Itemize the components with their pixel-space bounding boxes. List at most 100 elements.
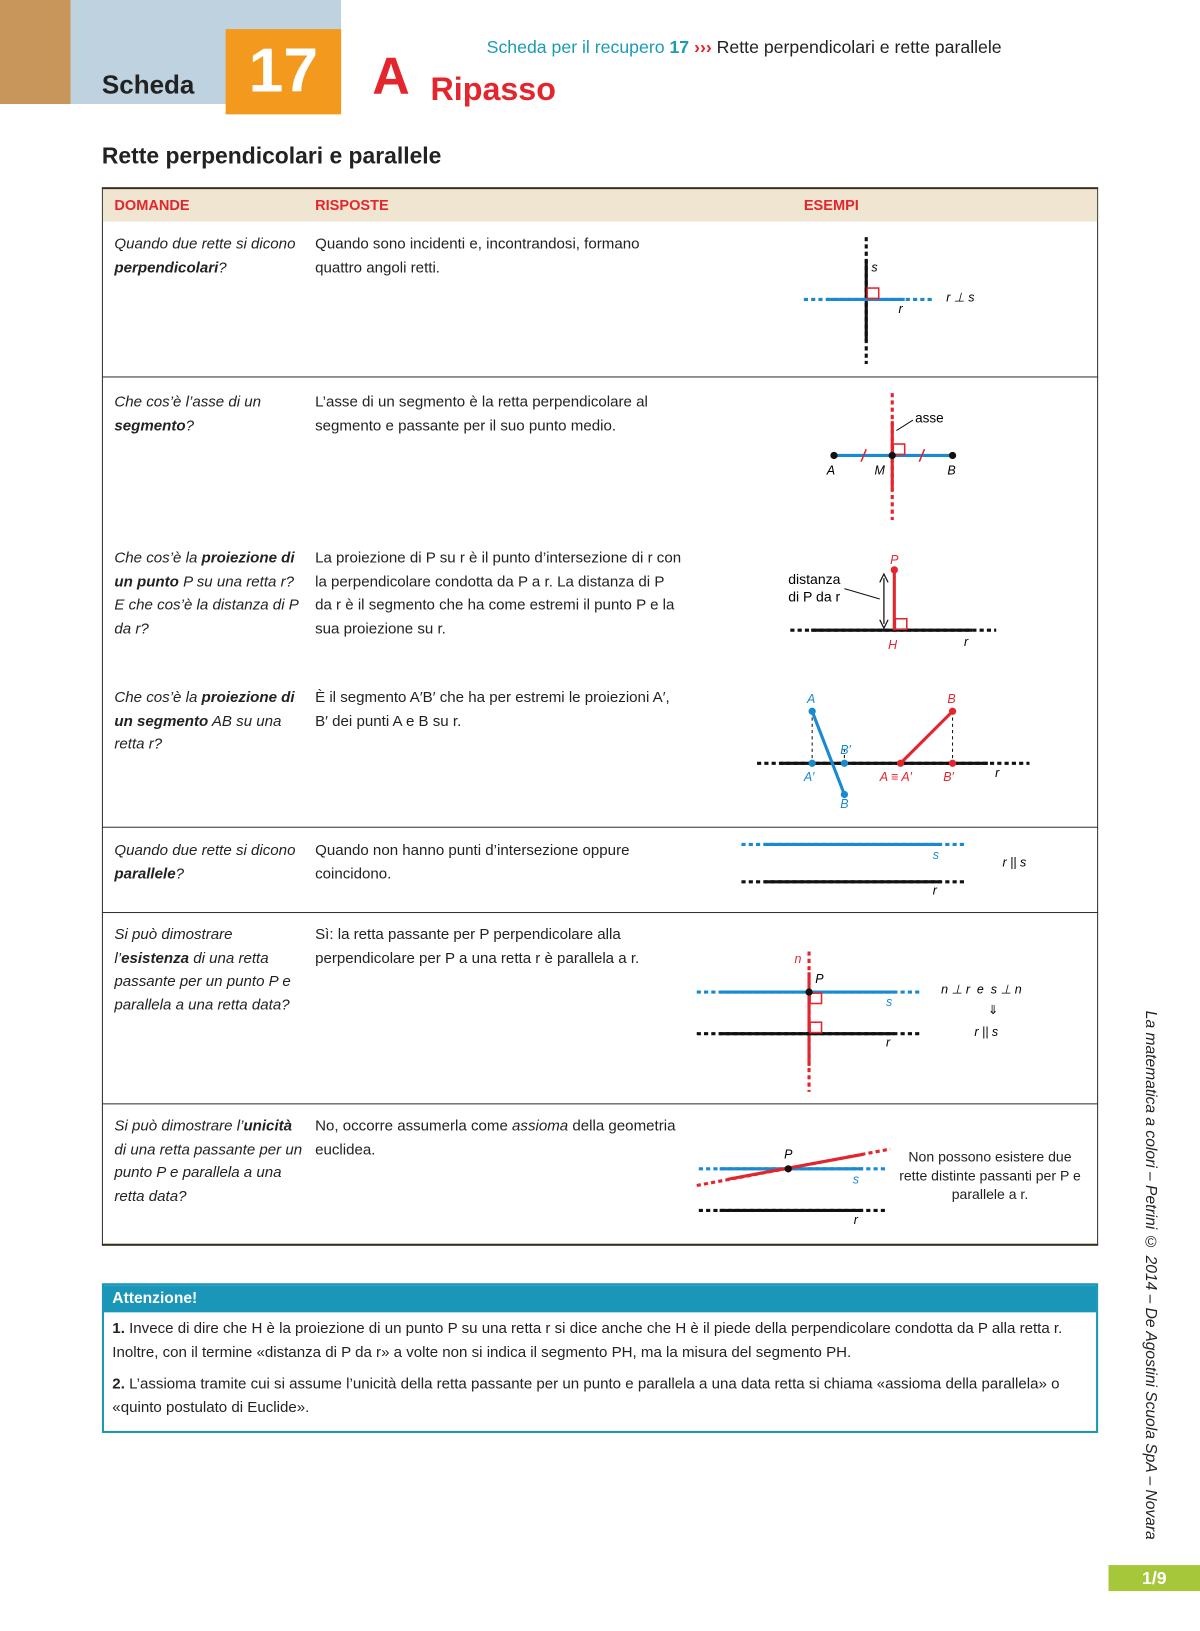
path (879, 572, 889, 630)
text: P su una retta r? E che cos’è la distanz… (114, 573, 299, 637)
circle (784, 1165, 792, 1173)
question: Che cos’è l’asse di un segmento? (114, 391, 306, 438)
answer: No, occorre assumerla come assioma della… (315, 1115, 684, 1162)
scheda-number: 17 (225, 29, 342, 115)
text: No, occorre assumerla come (315, 1117, 513, 1135)
line (844, 588, 880, 600)
item-number: 1. (112, 1320, 125, 1338)
label: B (947, 463, 955, 477)
label: distanza (788, 571, 840, 587)
scheda-label: Scheda (101, 70, 195, 100)
note: Non possono esistere due rette distinte … (899, 1149, 1081, 1203)
label: r (854, 1213, 859, 1227)
row-divider (101, 826, 1099, 828)
row-divider (101, 376, 1099, 378)
item-text: L’assioma tramite cui si assume l’unicit… (112, 1375, 1060, 1417)
circle (890, 566, 898, 574)
column-header: DOMANDE (114, 196, 190, 214)
table-frame (101, 187, 1099, 1246)
label: H (888, 638, 898, 652)
text: di una retta passante per un punto P e p… (114, 949, 291, 1014)
label: A ≡ A′ (879, 770, 913, 784)
line (860, 448, 867, 463)
circle (808, 759, 816, 767)
text: ? (175, 865, 184, 883)
running-title: Scheda per il recupero 17 ››› Rette perp… (487, 37, 1002, 58)
section-title: Ripasso (430, 70, 556, 108)
question: Si può dimostrare l’esistenza di una ret… (114, 923, 306, 1017)
label: P (815, 972, 824, 986)
tan-block (0, 0, 71, 104)
running-topic: Rette perpendicolari e rette parallele (716, 37, 1002, 58)
answer: L’asse di un segmento è la retta perpend… (315, 394, 648, 435)
label: B′ (943, 770, 954, 784)
text: ? (185, 417, 195, 435)
rect (809, 992, 823, 1005)
circle (840, 790, 849, 799)
keyword: assioma (512, 1117, 569, 1135)
label: r (886, 1035, 891, 1049)
label: asse (915, 411, 944, 426)
text: Si può dimostrare l’ (114, 1117, 244, 1135)
question: Quando due rette si dicono perpendicolar… (114, 233, 306, 280)
text: della geometria euclidea. (315, 1117, 676, 1158)
label: di P da r (788, 589, 840, 605)
running-prefix: Scheda per il recupero (486, 37, 665, 58)
keyword: parallele (114, 865, 176, 883)
label: r || s (1002, 855, 1026, 869)
page-title: Rette perpendicolari e parallele (101, 142, 442, 169)
row-divider (101, 1103, 1099, 1105)
answer: La proiezione di P su r è il punto d’int… (315, 550, 682, 637)
keyword: unicità (243, 1117, 293, 1135)
line (918, 448, 926, 463)
text: Quando due rette si dicono (114, 842, 296, 859)
label: r (964, 635, 969, 649)
column-header: ESEMPI (803, 196, 859, 214)
text: ? (218, 259, 227, 277)
label: r (995, 766, 1000, 780)
label: M (875, 463, 886, 477)
text: Che cos’è l’asse di un (114, 394, 262, 411)
question: Si può dimostrare l’unicità di una retta… (114, 1115, 306, 1209)
attention-title: Attenzione! (103, 1285, 1097, 1313)
label: P (784, 1148, 793, 1162)
keyword: proiezione di un punto (114, 550, 295, 591)
text: di una retta passante per un punto P e p… (114, 1141, 303, 1205)
label: s (886, 995, 892, 1009)
line (899, 710, 954, 765)
item-text: Invece di dire che H è la proiezione di … (112, 1320, 1063, 1362)
credit: La matematica a colori – Petrini © 2014 … (1141, 1010, 1160, 1540)
line (896, 419, 914, 431)
group (784, 451, 957, 1173)
label: r ⊥ s (946, 291, 974, 305)
text: Che cos’è la (114, 689, 202, 707)
rect (809, 1021, 823, 1034)
text: Si può dimostrare l’ (114, 926, 233, 967)
circle (830, 451, 838, 460)
label: n ⊥ r e s ⊥ n (941, 982, 1022, 996)
answer: Quando non hanno punti d’intersezione op… (315, 842, 630, 883)
label: A (826, 463, 835, 477)
page-number: 1/9 (1108, 1565, 1200, 1592)
running-arrows: ››› (694, 37, 712, 58)
circle (888, 451, 896, 460)
attention-item: 1. Invece di dire che H è la proiezione … (112, 1318, 1090, 1366)
circle (948, 707, 957, 715)
row-divider (101, 911, 1099, 914)
text: AB su una retta r? (114, 712, 282, 753)
text: Che cos’è la (114, 550, 202, 567)
label: s (871, 261, 877, 275)
question: Che cos’è la proiezione di un punto P su… (114, 547, 306, 641)
question: Che cos’è la proiezione di un segmento A… (114, 686, 306, 756)
group (696, 237, 1030, 1213)
label: s (853, 1173, 859, 1187)
keyword: segmento (114, 417, 186, 435)
attention-item: 2. L’assioma tramite cui si assume l’uni… (112, 1373, 1090, 1421)
running-number: 17 (669, 37, 690, 58)
circle (805, 988, 813, 996)
label: n (794, 952, 801, 966)
